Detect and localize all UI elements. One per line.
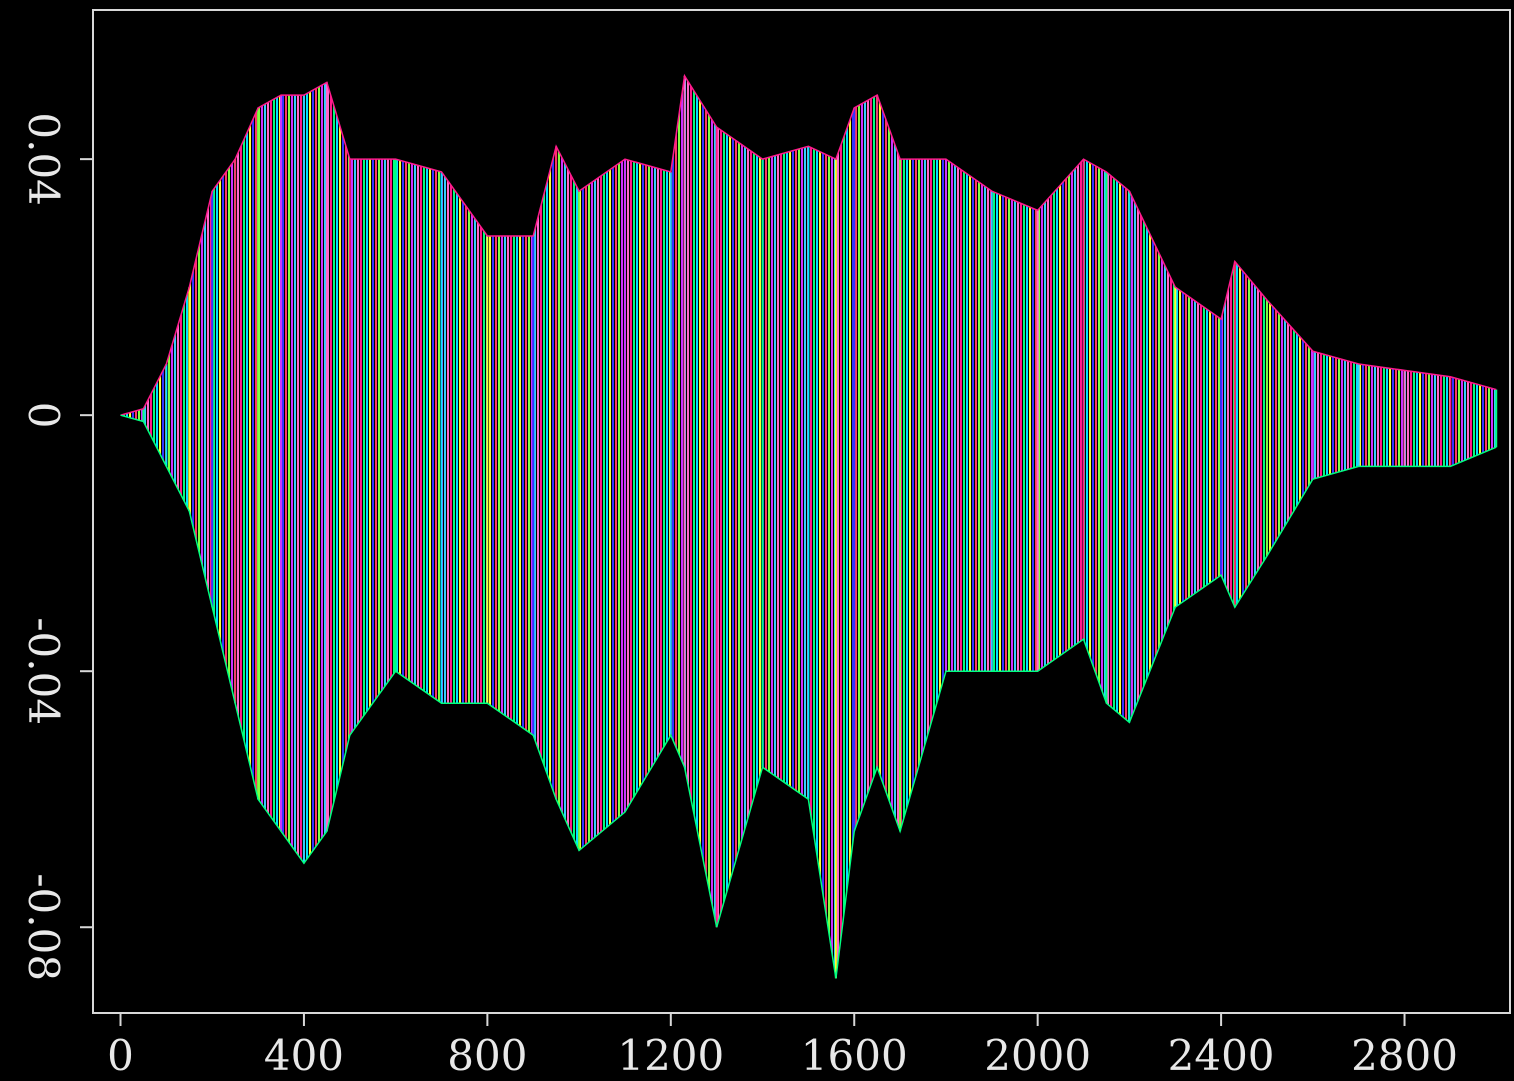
x-tick-label: 2800 [1351, 1031, 1458, 1080]
x-tick-label: 400 [264, 1031, 344, 1080]
x-tick-label: 800 [447, 1031, 527, 1080]
upper-edge [120, 73, 1497, 416]
x-tick-label: 0 [107, 1031, 134, 1080]
plot-frame [92, 9, 1511, 1014]
x-tick-label: 2000 [984, 1031, 1091, 1080]
y-tick-label: 0.04 [19, 112, 68, 206]
x-tick-label: 1600 [801, 1031, 908, 1080]
x-tick-label: 2400 [1168, 1031, 1275, 1080]
y-tick-label: -0.08 [19, 873, 68, 981]
x-tick-label: 1200 [617, 1031, 724, 1080]
y-tick-label: 0 [19, 402, 68, 429]
y-tick-label: -0.04 [19, 617, 68, 725]
lower-edge [120, 414, 1497, 979]
